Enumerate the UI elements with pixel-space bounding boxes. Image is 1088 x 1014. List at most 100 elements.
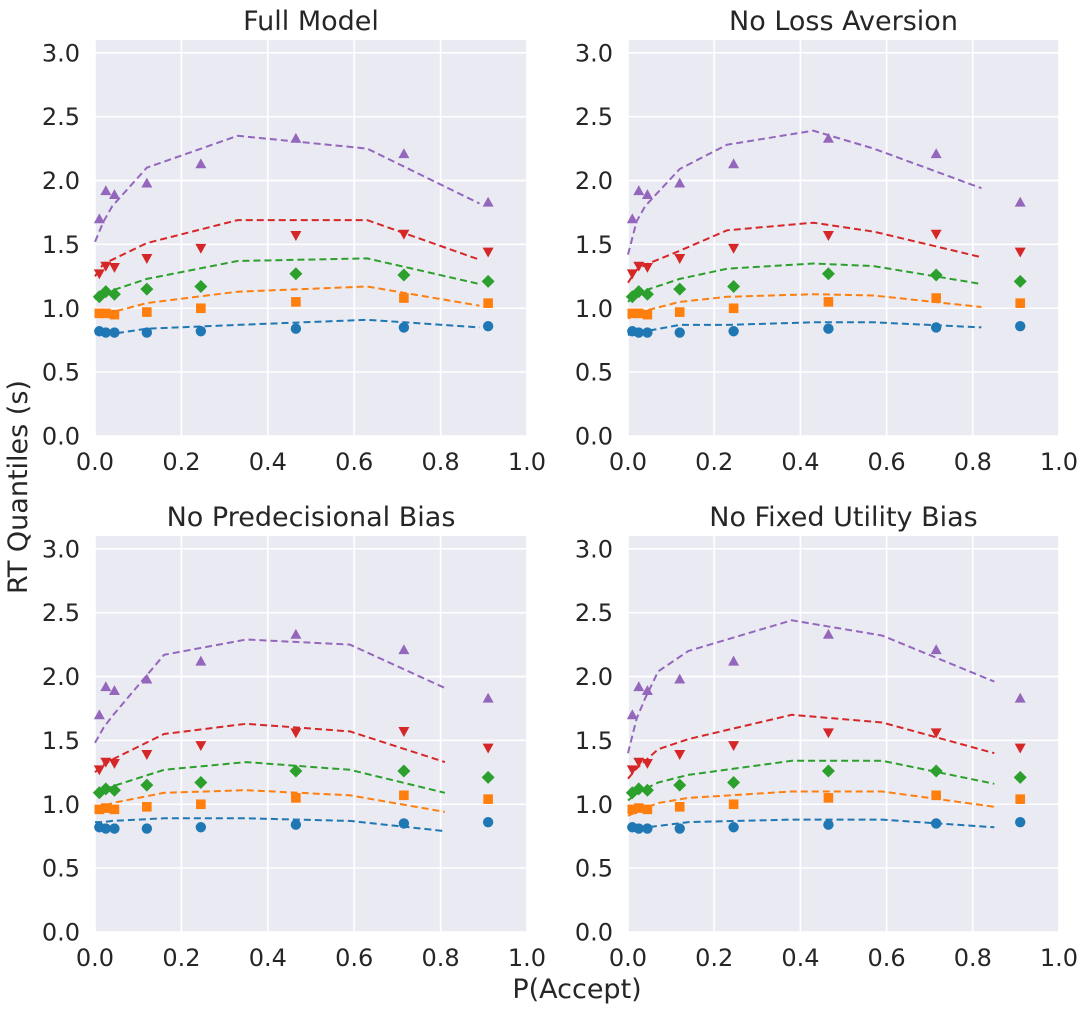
y-tick-label: 2.0 [42, 167, 80, 195]
observed-point-q2 [399, 293, 409, 303]
observed-point-q5 [626, 213, 638, 224]
observed-point-q4 [100, 261, 112, 272]
observed-point-q5 [930, 148, 942, 159]
predicted-line-q4 [627, 713, 995, 780]
observed-point-q5 [822, 628, 834, 639]
observed-point-q2 [627, 804, 638, 815]
observed-point-q1 [674, 823, 685, 834]
observed-point-q2 [1015, 298, 1026, 308]
plot-area [95, 536, 527, 932]
observed-point-q5 [100, 185, 112, 196]
observed-point-q2 [728, 303, 739, 314]
observed-point-q4 [674, 750, 686, 760]
observed-point-q3 [481, 770, 495, 784]
observed-point-q4 [398, 727, 410, 737]
observed-point-q5 [482, 692, 494, 703]
observed-point-q3 [821, 267, 835, 281]
x-tick-label: 0.0 [76, 448, 114, 476]
y-tick-label: 1.5 [575, 727, 613, 755]
y-tick-label: 0.0 [42, 423, 80, 451]
observed-point-q5 [728, 158, 740, 169]
y-tick-label: 3.0 [575, 535, 613, 563]
observed-point-q3 [727, 280, 741, 294]
observed-point-q3 [632, 782, 646, 796]
predicted-line-q5 [627, 619, 995, 754]
y-tick-label: 0.5 [42, 855, 80, 883]
x-tick-label: 1.0 [1040, 944, 1078, 972]
y-tick-label: 2.0 [575, 167, 613, 195]
observed-point-q2 [483, 794, 493, 804]
observed-point-q5 [108, 189, 120, 199]
observed-point-q4 [141, 750, 153, 760]
y-tick-label: 0.5 [575, 855, 613, 883]
observed-point-q5 [626, 709, 638, 720]
x-tick-label: 0.6 [335, 448, 373, 476]
observed-point-q2 [642, 309, 653, 320]
observed-point-q2 [399, 790, 409, 801]
predicted-line-q1 [627, 321, 982, 337]
observed-point-q5 [141, 673, 153, 684]
observed-point-q1 [930, 818, 942, 829]
observed-point-q5 [674, 673, 686, 684]
y-tick-label: 3.0 [575, 39, 613, 67]
observed-point-q5 [398, 644, 410, 655]
observed-point-q1 [823, 323, 834, 334]
observed-point-q4 [195, 243, 207, 254]
x-tick-label: 1.0 [508, 944, 546, 972]
observed-point-q3 [99, 782, 113, 796]
observed-point-q3 [397, 268, 411, 282]
observed-point-q1 [642, 327, 653, 338]
observed-point-q3 [194, 776, 208, 790]
x-tick-label: 0.4 [249, 944, 287, 972]
observed-point-q1 [482, 320, 494, 332]
observed-point-q5 [398, 148, 410, 159]
observed-point-q2 [823, 793, 834, 803]
panel-title: Full Model [243, 6, 379, 37]
observed-point-q1 [109, 327, 120, 338]
observed-point-q2 [142, 802, 152, 812]
observed-point-q3 [107, 783, 121, 797]
observed-point-q4 [1014, 743, 1026, 754]
observed-point-q4 [93, 269, 105, 280]
x-tick-label: 0.6 [868, 944, 906, 972]
predicted-line-q2 [94, 789, 446, 813]
x-tick-label: 0.4 [249, 448, 287, 476]
observed-point-q4 [822, 231, 834, 241]
x-tick-label: 1.0 [1040, 448, 1078, 476]
x-tick-label: 0.8 [954, 944, 992, 972]
y-tick-label: 2.5 [42, 599, 80, 627]
x-tick-label: 0.8 [422, 448, 460, 476]
observed-point-q3 [673, 282, 687, 296]
y-tick-label: 1.5 [42, 231, 80, 259]
observed-point-q5 [641, 189, 653, 199]
observed-point-q5 [93, 709, 105, 720]
observed-point-q5 [108, 685, 120, 695]
panels: 0.0 0.2 0.4 0.6 0.8 1.0 0.0 0.5 1.0 1.5 2.0 2.5 3.0 F… [42, 6, 1078, 972]
y-tick-label: 0.0 [575, 919, 613, 947]
observed-point-q3 [107, 287, 121, 301]
observed-point-q5 [195, 158, 207, 169]
panel-3: 0.0 0.2 0.4 0.6 0.8 1.0 0.0 0.5 1.0 1.5 2.0 2.5 3.0 N… [42, 502, 546, 972]
observed-point-q5 [93, 213, 105, 224]
observed-point-q4 [290, 231, 302, 241]
observed-point-q3 [140, 778, 154, 792]
observed-point-q2 [1015, 794, 1026, 804]
observed-point-q1 [290, 323, 302, 334]
observed-point-q3 [640, 287, 654, 301]
y-tick-label: 1.5 [575, 231, 613, 259]
observed-point-q5 [674, 177, 686, 188]
observed-point-q2 [674, 307, 685, 317]
plot-area [628, 40, 1059, 436]
x-tick-label: 0.0 [609, 944, 647, 972]
observed-point-q3 [481, 274, 495, 288]
y-tick-label: 2.0 [575, 663, 613, 691]
observed-point-q4 [195, 741, 207, 751]
observed-point-q4 [626, 765, 638, 776]
observed-point-q4 [822, 728, 834, 739]
observed-point-q2 [633, 803, 644, 813]
observed-point-q5 [290, 628, 302, 639]
observed-point-q2 [196, 799, 206, 810]
observed-point-q5 [1014, 692, 1026, 703]
x-tick-label: 0.2 [162, 944, 200, 972]
